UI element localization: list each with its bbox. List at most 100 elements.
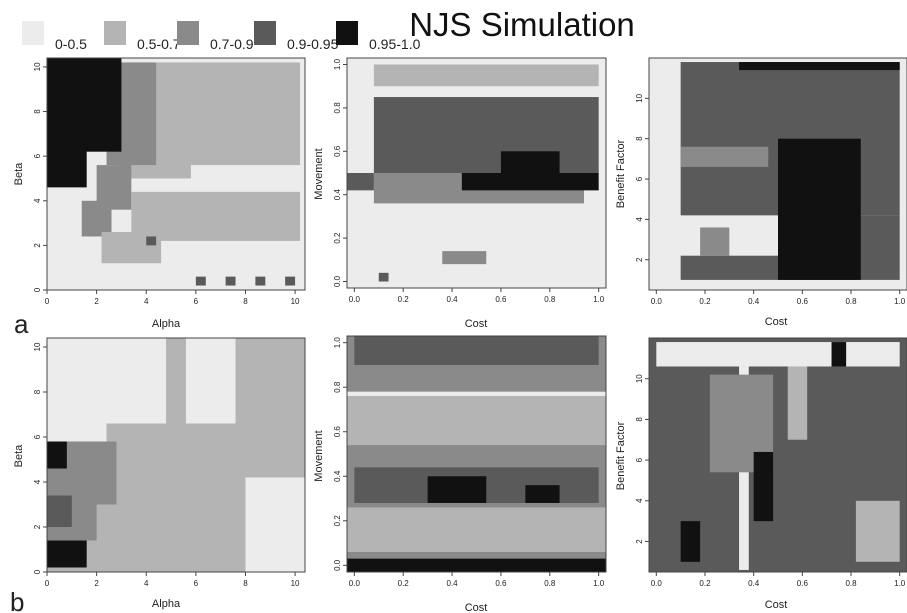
plot-frame — [346, 57, 607, 289]
heatmap-cell — [525, 485, 560, 503]
y-tick-label: 0.8 — [333, 381, 342, 393]
legend-swatch — [336, 21, 358, 45]
y-tick-label: 6 — [33, 434, 42, 439]
heatmap-cell — [47, 338, 167, 424]
x-tick-label: 0.8 — [845, 579, 857, 588]
y-tick-label: 1.0 — [333, 58, 342, 70]
legend-swatch — [22, 21, 44, 45]
legend-label: 0.7-0.9 — [210, 36, 254, 52]
x-tick-label: 0.4 — [447, 295, 459, 304]
x-tick-label: 0.2 — [699, 579, 711, 588]
heatmap-cell — [461, 173, 599, 191]
heatmap-cell — [81, 200, 112, 237]
x-tick-label: 0.8 — [544, 295, 556, 304]
heatmap-cell — [195, 276, 206, 286]
x-axis-label: Cost — [465, 602, 488, 613]
y-tick-label: 0 — [33, 569, 42, 574]
panels: 0 2 4 6 8 10 0 2 4 6 8 10 Alpha Beta 0.0 0.2 0.4 0.6 0.8 1.… — [13, 57, 907, 613]
y-tick-label: 0.0 — [333, 559, 342, 571]
y-tick-label: 6 — [635, 457, 644, 462]
legend-label: 0.95-1.0 — [369, 36, 421, 52]
plot-frame — [46, 57, 306, 291]
heatmap-cell — [47, 540, 87, 568]
heatmap-cell — [680, 146, 769, 167]
y-tick-label: 0 — [33, 287, 42, 292]
x-tick-label: 0.8 — [845, 297, 857, 306]
plot-frame — [46, 337, 306, 573]
legend-swatch — [177, 21, 199, 45]
panel-a-cost-movement: 0.0 0.2 0.4 0.6 0.8 1.0 0.0 0.2 0.4 0.6 0.8 1.0 Cost… — [313, 57, 607, 330]
x-axis-label: Alpha — [152, 318, 181, 330]
legend-item: 0.95-1.0 — [336, 21, 421, 52]
heatmap-cell — [778, 138, 861, 280]
x-tick-label: 0.6 — [495, 295, 507, 304]
y-tick-label: 2 — [33, 243, 42, 248]
y-tick-label: 1.0 — [333, 337, 342, 349]
panel-b-alpha-beta: 0 2 4 6 8 10 0 2 4 6 8 10 Alpha Beta — [13, 337, 306, 610]
heatmap-cell — [245, 477, 305, 572]
heatmap-cell — [347, 558, 606, 572]
legend-item: 0-0.5 — [22, 21, 87, 52]
y-tick-label: 8 — [33, 109, 42, 114]
x-tick-label: 0.4 — [447, 579, 459, 588]
x-tick-label: 1.0 — [894, 297, 906, 306]
y-tick-label: 4 — [33, 198, 42, 203]
heatmap-cell — [185, 338, 236, 424]
heatmap-cell — [347, 507, 606, 552]
x-tick-label: 0 — [45, 579, 50, 588]
x-tick-label: 10 — [291, 579, 300, 588]
heatmap-cell — [47, 441, 67, 469]
y-tick-label: 8 — [635, 417, 644, 422]
row-label-a: a — [14, 309, 29, 339]
heatmap-cell — [47, 495, 72, 527]
x-axis-label: Cost — [765, 599, 788, 611]
x-tick-label: 0.0 — [349, 579, 361, 588]
heatmap-cell — [373, 97, 599, 173]
y-tick-label: 10 — [33, 62, 42, 71]
x-tick-label: 2 — [94, 297, 99, 306]
heatmap-cell — [831, 342, 847, 367]
legend-swatch — [104, 21, 126, 45]
y-tick-label: 0.2 — [333, 232, 342, 244]
y-axis-label: Benefit Factor — [615, 421, 627, 490]
x-axis-label: Alpha — [152, 598, 181, 610]
heatmap-cell — [347, 396, 606, 446]
panel-b-cost-movement: 0.0 0.2 0.4 0.6 0.8 1.0 0.0 0.2 0.4 0.6 0.8 1.0 Cost… — [313, 335, 607, 613]
x-tick-label: 0.6 — [797, 297, 809, 306]
x-tick-label: 0.8 — [544, 579, 556, 588]
legend-label: 0.5-0.7 — [137, 36, 181, 52]
legend-label: 0.9-0.95 — [287, 36, 339, 52]
y-tick-label: 8 — [33, 389, 42, 394]
y-axis-label: Beta — [13, 444, 25, 468]
heatmap-cell — [47, 419, 107, 442]
x-tick-label: 8 — [243, 579, 248, 588]
heatmap-cell — [225, 276, 236, 286]
legend: 0-0.5 0.5-0.7 0.7-0.9 0.9-0.95 0.95-1.0 — [22, 21, 421, 52]
legend-item: 0.9-0.95 — [254, 21, 339, 52]
heatmap-cell — [680, 255, 778, 280]
x-tick-label: 0 — [45, 297, 50, 306]
y-tick-label: 2 — [635, 539, 644, 544]
y-tick-label: 0.4 — [333, 189, 342, 201]
y-axis-label: Beta — [13, 162, 25, 186]
y-tick-label: 4 — [33, 479, 42, 484]
y-tick-label: 10 — [635, 93, 644, 102]
x-tick-label: 0.2 — [398, 579, 410, 588]
x-tick-label: 4 — [144, 297, 149, 306]
heatmap-cell — [347, 391, 606, 397]
y-tick-label: 0.2 — [333, 515, 342, 527]
heatmap-cell — [47, 58, 122, 152]
panel-b-cost-benefit: 0.0 0.2 0.4 0.6 0.8 1.0 2 4 6 8 10 Cost Benefit Fact… — [615, 337, 907, 611]
y-tick-label: 2 — [635, 257, 644, 262]
x-tick-label: 6 — [194, 579, 199, 588]
x-tick-label: 8 — [243, 297, 248, 306]
x-tick-label: 0.0 — [349, 295, 361, 304]
x-tick-label: 0.0 — [651, 579, 663, 588]
y-tick-label: 0.4 — [333, 470, 342, 482]
figure-title: NJS Simulation — [409, 6, 635, 43]
x-tick-label: 0.2 — [398, 295, 410, 304]
x-tick-label: 10 — [291, 297, 300, 306]
panel-a-alpha-beta: 0 2 4 6 8 10 0 2 4 6 8 10 Alpha Beta — [13, 57, 306, 330]
heatmap-cell — [442, 251, 487, 265]
